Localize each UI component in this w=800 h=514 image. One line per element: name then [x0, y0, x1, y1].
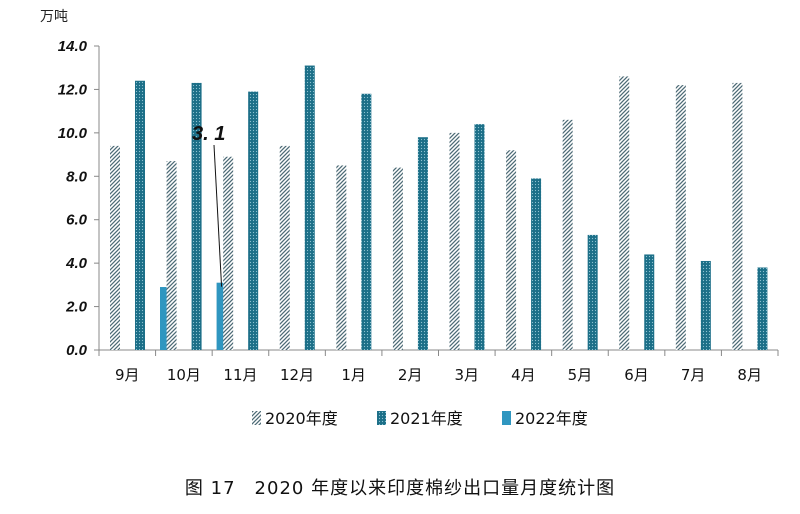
- bar: [223, 156, 234, 350]
- x-tick-label: 5月: [568, 366, 593, 384]
- axes-group: 0.0 2.0 4.0 6.0 8.0 10.0 12.0 14.0: [58, 38, 779, 359]
- bar: [757, 267, 768, 350]
- y-tick-label: 0.0: [66, 342, 88, 359]
- legend-group: 2020年度 2021年度 2022年度: [252, 409, 588, 428]
- bar: [336, 165, 347, 350]
- bar: [279, 145, 290, 350]
- bar: [644, 254, 655, 350]
- y-tick-label: 2.0: [65, 299, 88, 316]
- bar: [248, 91, 259, 350]
- bars-group: [110, 65, 768, 351]
- legend-label: 2021年度: [390, 409, 463, 428]
- legend-swatch: [252, 411, 261, 425]
- y-tick-label: 8.0: [66, 168, 88, 185]
- bar: [619, 76, 630, 351]
- legend-label: 2020年度: [265, 409, 338, 428]
- bar-chart: 0.0 2.0 4.0 6.0 8.0 10.0 12.0 14.0 9月 10月 11月 12月 1…: [58, 38, 779, 428]
- bar: [587, 234, 598, 350]
- bar: [216, 282, 227, 350]
- bar: [304, 65, 315, 351]
- bar: [700, 260, 711, 350]
- y-tick-label: 14.0: [58, 38, 88, 55]
- annotation-label: 3. 1: [192, 123, 225, 145]
- legend-swatch: [502, 411, 511, 425]
- x-tick-label: 6月: [624, 366, 649, 384]
- x-tick-label: 12月: [280, 366, 314, 384]
- y-tick-label: 10.0: [58, 125, 88, 142]
- legend-label: 2022年度: [515, 409, 588, 428]
- x-tick-label: 1月: [341, 366, 366, 384]
- y-tick-label: 12.0: [58, 81, 88, 98]
- y-tick-label: 6.0: [66, 212, 88, 229]
- bar: [361, 93, 372, 351]
- y-unit-label: 万吨: [40, 9, 68, 25]
- x-tick-label: 7月: [681, 366, 706, 384]
- bar: [417, 137, 428, 350]
- bar: [562, 119, 573, 350]
- x-tick-label: 2月: [398, 366, 423, 384]
- bar: [531, 178, 542, 350]
- x-tick-label: 3月: [455, 366, 480, 384]
- bar: [191, 82, 202, 351]
- bar: [160, 287, 170, 350]
- annotation-leader-line: [213, 144, 223, 287]
- bar: [675, 85, 686, 350]
- y-tick-label: 4.0: [65, 255, 88, 272]
- bar: [449, 132, 460, 350]
- legend-swatch: [377, 411, 386, 425]
- bar: [732, 82, 743, 351]
- x-tick-label: 10月: [167, 366, 201, 384]
- bar: [110, 145, 120, 350]
- x-tick-label: 11月: [223, 366, 257, 384]
- labels-group: 9月 10月 11月 12月 1月 2月 3月 4月 5月 6月 7月 8月 3. 1: [115, 123, 762, 384]
- bar: [392, 167, 403, 350]
- figure-caption: 图 17 2020 年度以来印度棉纱出口量月度统计图: [184, 478, 616, 499]
- bar: [166, 161, 177, 350]
- x-tick-label: 4月: [511, 366, 536, 384]
- bar: [506, 150, 517, 350]
- bar: [135, 80, 145, 350]
- bar: [474, 124, 485, 351]
- x-tick-label: 8月: [737, 366, 762, 384]
- x-tick-label: 9月: [115, 366, 140, 384]
